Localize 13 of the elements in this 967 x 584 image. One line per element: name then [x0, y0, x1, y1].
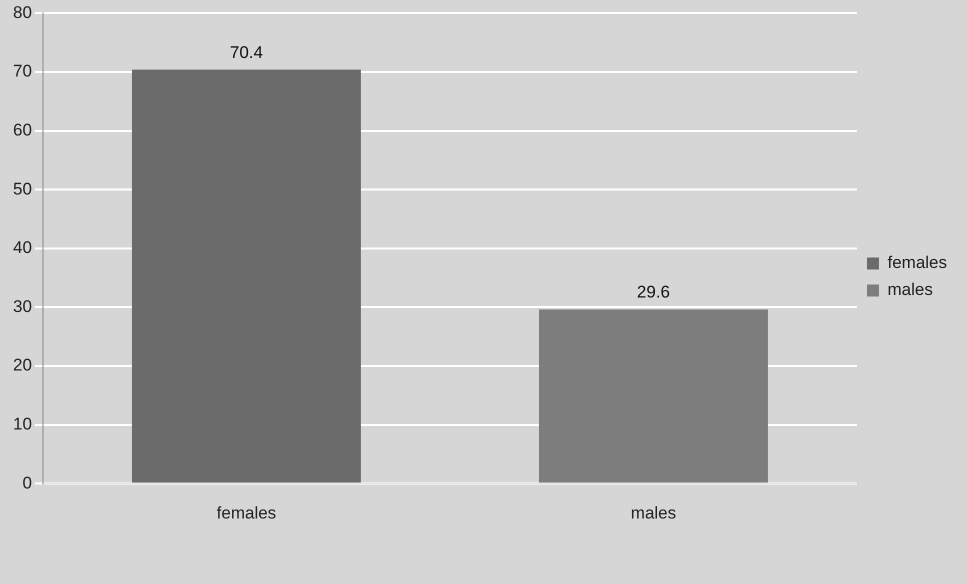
legend-label: females — [887, 253, 948, 272]
y-tick-label: 80 — [12, 2, 32, 22]
y-tick-label: 0 — [22, 473, 32, 492]
data-label: 70.4 — [230, 42, 263, 62]
y-tick-label: 60 — [12, 120, 32, 140]
y-tick-label: 70 — [12, 62, 32, 81]
legend-label: males — [887, 280, 933, 300]
y-tick-label: 20 — [12, 356, 32, 375]
y-tick-label: 10 — [12, 414, 32, 434]
y-tick-label: 40 — [12, 238, 32, 258]
y-tick-label: 50 — [12, 179, 32, 198]
data-label: 29.6 — [636, 282, 670, 302]
y-tick-label: 30 — [12, 296, 32, 316]
